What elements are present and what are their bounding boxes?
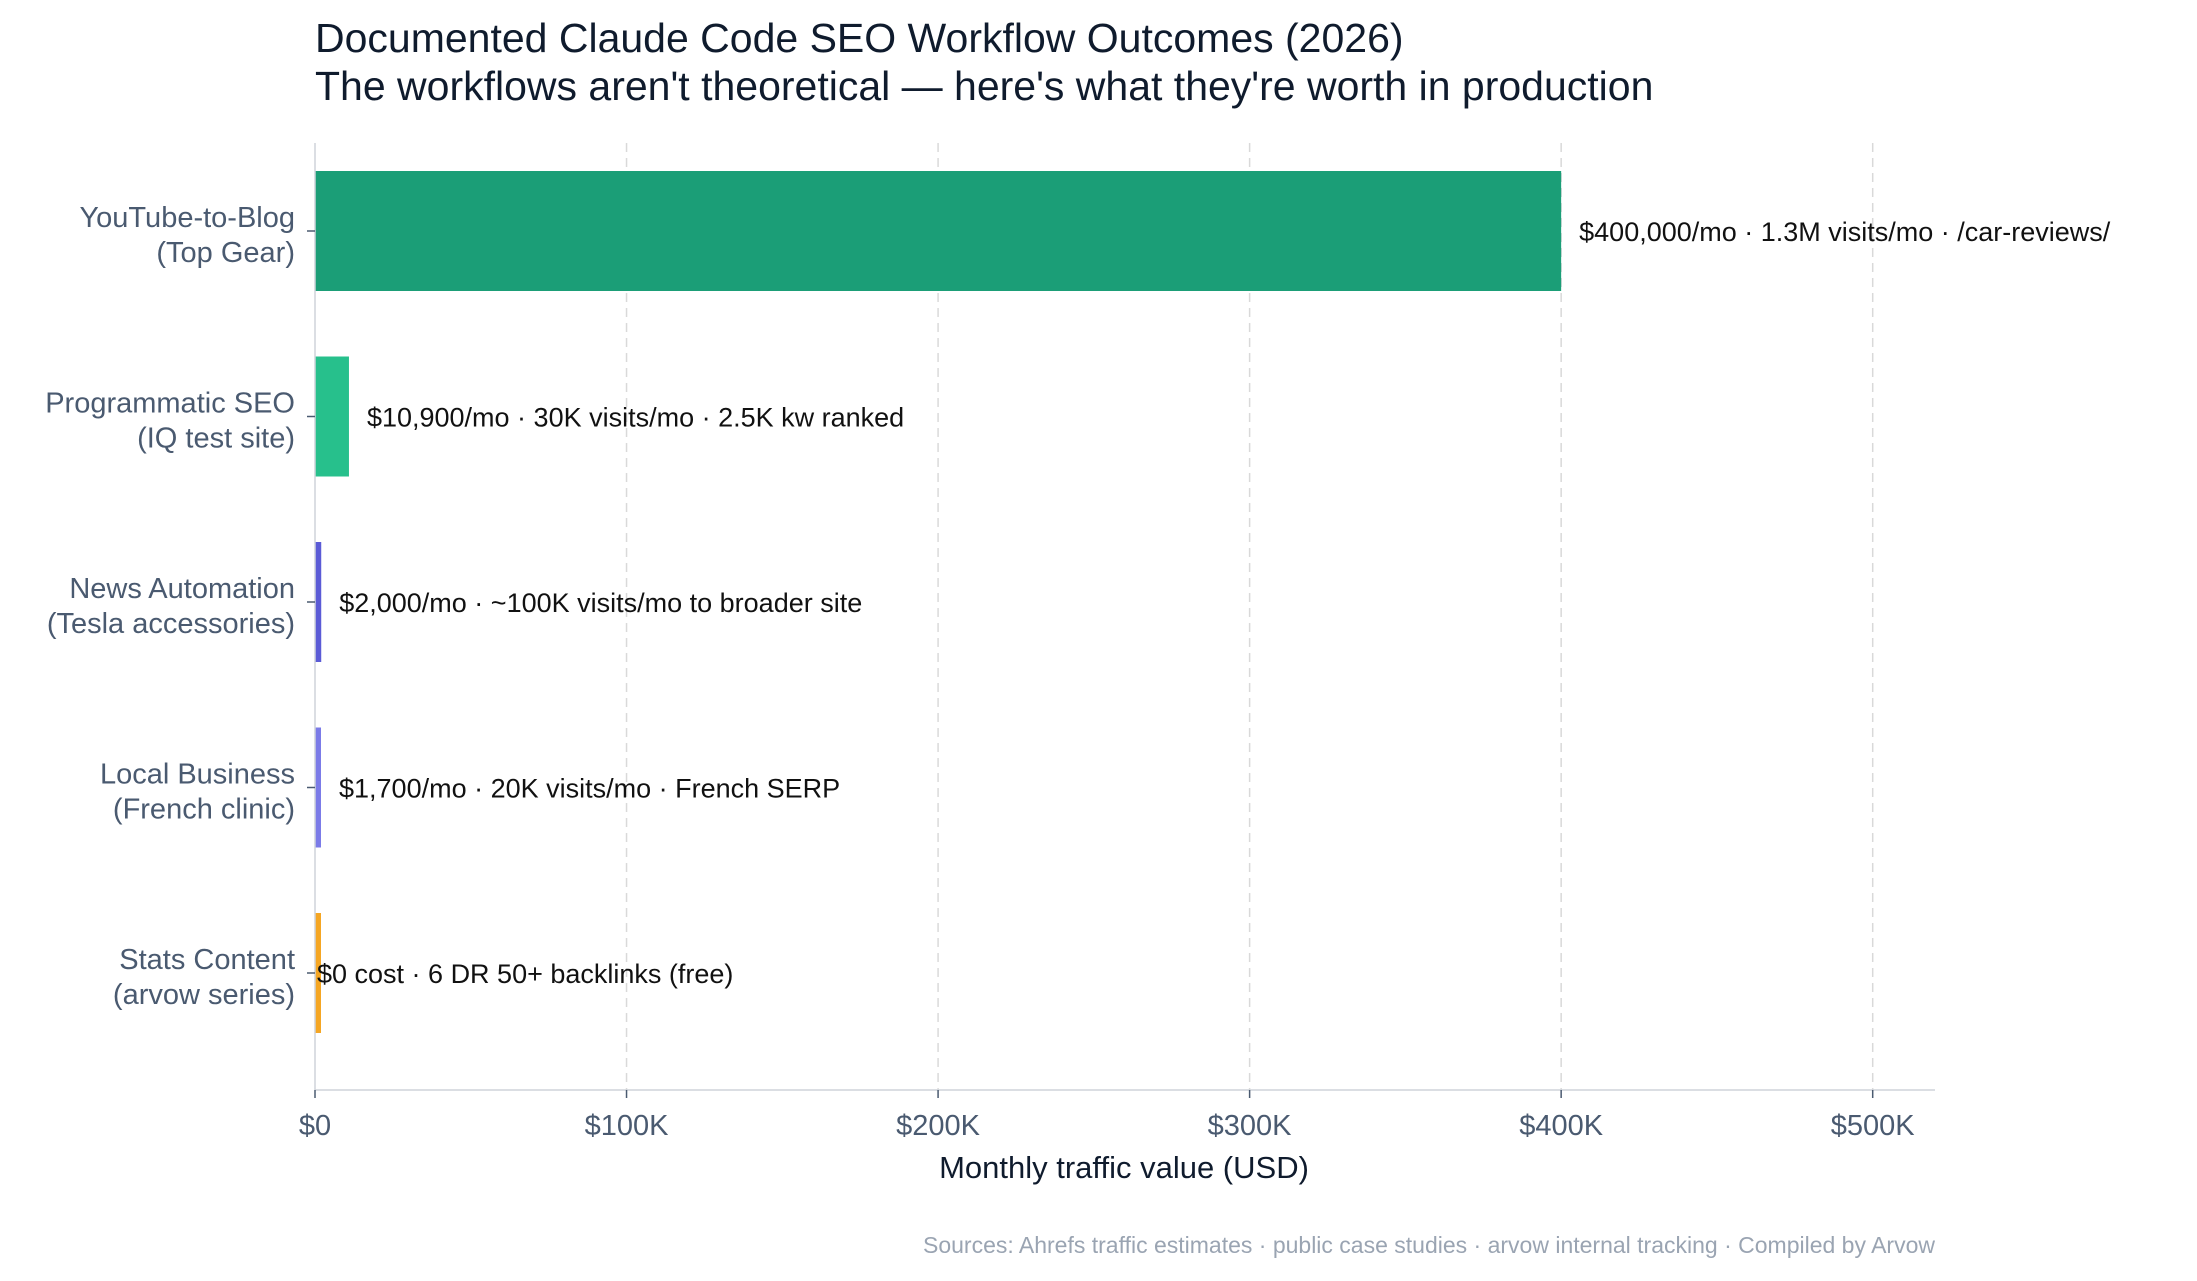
data-label: $10,900/mo · 30K visits/mo · 2.5K kw ran…	[367, 403, 904, 433]
chart-subtitle: The workflows aren't theoretical — here'…	[315, 63, 1653, 109]
x-tick-label: $500K	[1831, 1110, 1916, 1142]
x-tick-label: $0	[299, 1110, 331, 1142]
source-note: Sources: Ahrefs traffic estimates · publ…	[923, 1232, 1935, 1258]
x-tick-label: $300K	[1208, 1110, 1293, 1142]
y-tick-label: (Top Gear)	[156, 237, 295, 269]
x-axis: $0 $100K $200K $300K $400K $500K	[299, 1089, 1935, 1142]
y-tick-label: Local Business	[100, 759, 295, 791]
bar	[315, 171, 1562, 291]
x-tick-label: $400K	[1519, 1110, 1604, 1142]
x-axis-label: Monthly traffic value (USD)	[939, 1150, 1309, 1185]
chart-title: Documented Claude Code SEO Workflow Outc…	[315, 15, 1404, 61]
data-label: $2,000/mo · ~100K visits/mo to broader s…	[339, 588, 862, 618]
y-tick-label: YouTube-to-Blog	[79, 202, 295, 234]
grid-layer	[625, 143, 1874, 1090]
bars-layer	[315, 171, 1562, 1033]
bar	[315, 542, 322, 662]
y-tick-label: Programmatic SEO	[45, 388, 295, 420]
y-tick-label: (French clinic)	[113, 794, 295, 826]
y-tick-label: (IQ test site)	[137, 423, 295, 455]
bar	[315, 727, 321, 848]
y-tick-label: (arvow series)	[113, 979, 295, 1011]
data-label: $1,700/mo · 20K visits/mo · French SERP	[339, 774, 840, 804]
data-label: $400,000/mo · 1.3M visits/mo · /car-revi…	[1579, 217, 2111, 247]
x-tick-label: $200K	[896, 1110, 981, 1142]
y-tick-label: (Tesla accessories)	[47, 608, 295, 640]
x-tick-label: $100K	[585, 1110, 670, 1142]
bar	[315, 913, 321, 1033]
data-label: $0 cost · 6 DR 50+ backlinks (free)	[317, 959, 733, 989]
y-tick-label: News Automation	[69, 573, 295, 605]
y-axis: YouTube-to-Blog(Top Gear) Programmatic SE…	[45, 143, 316, 1090]
bar	[315, 356, 349, 477]
labels-layer: $400,000/mo · 1.3M visits/mo · /car-revi…	[317, 217, 2111, 989]
y-tick-label: Stats Content	[119, 944, 295, 976]
